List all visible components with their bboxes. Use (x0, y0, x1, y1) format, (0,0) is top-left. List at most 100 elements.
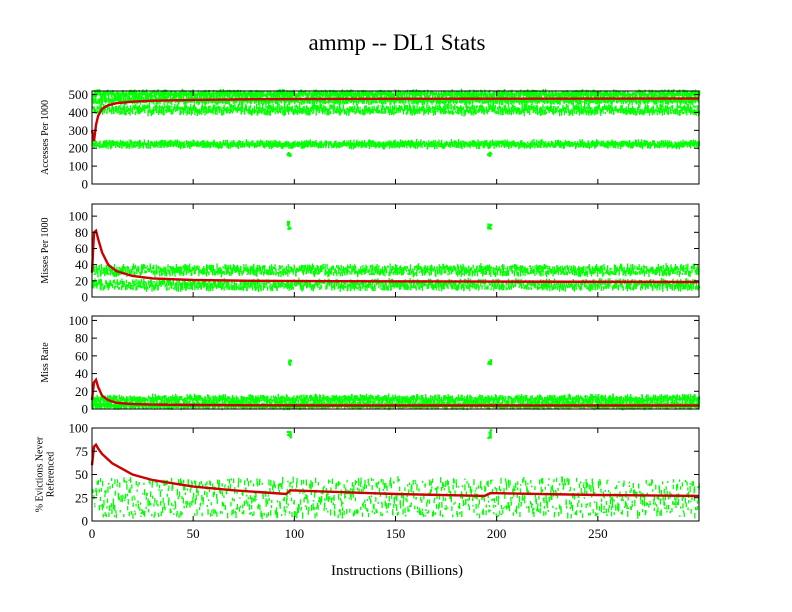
sample-point (181, 106, 183, 109)
sample-point (373, 93, 376, 100)
sample-point (266, 93, 268, 96)
sample-point (561, 144, 563, 147)
sample-point (362, 142, 364, 147)
sample-point (611, 100, 613, 105)
sample-point (377, 143, 379, 148)
sample-point (134, 145, 137, 148)
sample-point (294, 140, 296, 145)
sample-point (646, 99, 648, 103)
sample-point (540, 139, 542, 146)
sample-point (180, 94, 182, 97)
sample-point (272, 142, 274, 148)
sample-point (188, 109, 191, 115)
sample-point (545, 111, 548, 114)
sample-point (625, 108, 627, 116)
sample-point (197, 98, 199, 106)
sample-point (133, 94, 135, 98)
sample-point (524, 104, 526, 110)
sample-point (219, 141, 222, 149)
sample-point (270, 91, 272, 96)
sample-point (125, 283, 128, 290)
sample-point (138, 105, 141, 110)
sample-point (391, 108, 393, 115)
sample-point (123, 281, 125, 286)
sample-point (564, 99, 567, 102)
sample-point (690, 143, 692, 149)
sample-point (413, 92, 415, 99)
sample-point (559, 141, 561, 148)
sample-point (503, 106, 505, 112)
sample-point (349, 106, 351, 111)
sample-point (208, 97, 210, 100)
sample-point (441, 108, 443, 113)
sample-point (325, 107, 327, 111)
sample-point (678, 110, 680, 116)
sample-point (508, 143, 510, 150)
sample-point (553, 92, 555, 96)
sample-point (275, 106, 277, 111)
sample-point (177, 92, 179, 95)
sample-point (604, 94, 606, 97)
sample-point (421, 91, 424, 94)
sample-point (383, 142, 385, 145)
sample-point (263, 90, 265, 93)
sample-point (649, 91, 651, 94)
sample-point (465, 98, 467, 105)
sample-point (559, 100, 561, 104)
sample-point (645, 93, 647, 97)
sample-point (480, 90, 482, 94)
sample-point (458, 109, 460, 115)
sample-point (502, 92, 505, 98)
sample-point (564, 98, 566, 104)
sample-point (309, 108, 312, 111)
sample-point (627, 90, 629, 97)
sample-point (535, 99, 537, 102)
sample-point (633, 92, 635, 96)
sample-point (514, 142, 516, 146)
sample-point (334, 105, 336, 109)
sample-point (97, 279, 99, 283)
sample-point (237, 142, 239, 149)
sample-point (206, 100, 208, 105)
sample-point (552, 106, 555, 111)
sample-point (413, 109, 416, 116)
sample-point (583, 92, 585, 96)
sample-point (108, 93, 110, 98)
sample-point (177, 104, 179, 110)
sample-point (125, 140, 127, 144)
sample-point (651, 100, 653, 103)
sample-point (609, 91, 611, 96)
sample-point (264, 141, 266, 145)
sample-point (536, 98, 538, 105)
sample-point (617, 110, 619, 113)
sample-point (97, 89, 99, 96)
sample-point (465, 91, 467, 98)
sample-point (527, 110, 529, 113)
sample-point (110, 109, 112, 113)
sample-point (433, 106, 435, 113)
sample-point (581, 100, 584, 103)
sample-point (182, 107, 184, 113)
sample-point (507, 140, 509, 147)
sample-point (666, 106, 668, 114)
sample-point (611, 95, 613, 98)
sample-point (292, 91, 294, 95)
sample-point (256, 140, 258, 144)
sample-point (606, 97, 608, 104)
sample-point (187, 141, 189, 145)
sample-point (116, 267, 118, 273)
sample-point (532, 144, 534, 148)
sample-point (389, 108, 391, 114)
sample-point (161, 109, 163, 115)
sample-point (509, 109, 511, 115)
sample-point (673, 89, 675, 96)
sample-point (641, 111, 643, 114)
sample-point (220, 91, 222, 94)
sample-point (634, 93, 636, 98)
sample-point (206, 92, 208, 98)
sample-point (305, 141, 307, 147)
sample-point (443, 109, 446, 114)
sample-point (121, 141, 123, 144)
sample-point (459, 92, 461, 97)
sample-point (103, 267, 105, 274)
